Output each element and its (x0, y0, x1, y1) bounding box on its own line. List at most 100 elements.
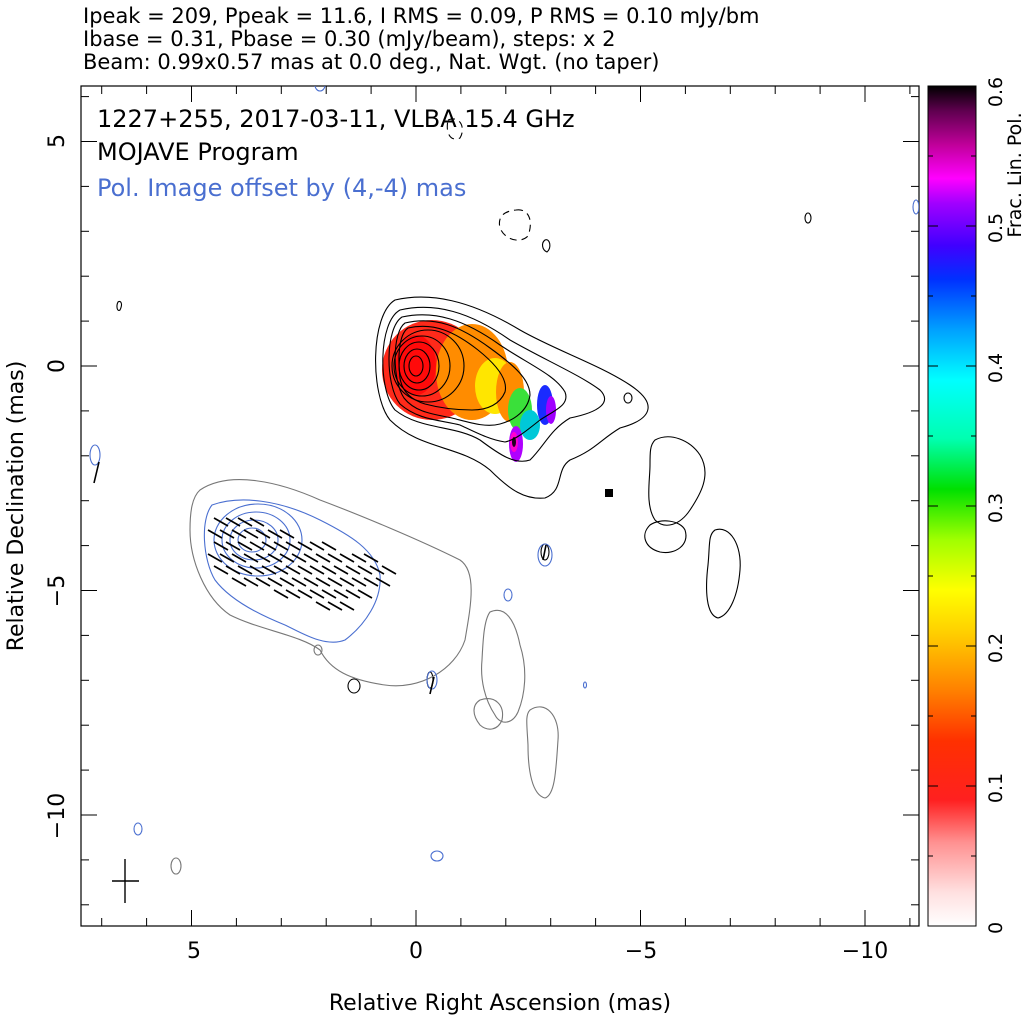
stokes-contour-blob-10 (347, 678, 361, 694)
plot-area (89, 86, 919, 903)
pol-total-contour-blob-3 (473, 698, 504, 730)
pol-region-cyan (520, 410, 540, 440)
evpa-vector (243, 577, 259, 587)
colorbar-tick-label-0.1: 0.1 (985, 773, 1007, 803)
colorbar-tick-label-0.4: 0.4 (985, 353, 1007, 383)
stokes-contour-blob-7 (542, 239, 551, 253)
evpa-vector (273, 589, 289, 599)
evpa-vector (351, 553, 367, 563)
evpa-vector (243, 529, 259, 539)
evpa-vector (357, 589, 373, 599)
evpa-vector (207, 529, 223, 539)
header-base-levels: Ibase = 0.31, Pbase = 0.30 (mJy/beam), s… (83, 27, 615, 51)
evpa-vector (261, 541, 277, 551)
evpa-vector (273, 541, 289, 551)
y-tick-label-neg5: −5 (45, 575, 70, 607)
evpa-vector (267, 529, 283, 539)
evpa-vector (255, 553, 271, 563)
evpa-vector (303, 553, 319, 563)
evpa-vector (327, 553, 343, 563)
evpa-vector (381, 565, 397, 575)
evpa-isolated-1 (93, 461, 100, 484)
colorbar-ticks (928, 85, 976, 927)
pol-total-contours (170, 479, 559, 875)
evpa-vector (327, 601, 343, 611)
stokes-contour-8 (398, 341, 440, 391)
evpa-vector (279, 553, 295, 563)
stokes-contour-blob-4 (623, 392, 633, 404)
evpa-vector (315, 553, 331, 563)
evpa-vector (375, 577, 391, 587)
stokes-contour-1 (375, 296, 649, 499)
evpa-vector (291, 577, 307, 587)
pol-contour-4 (229, 519, 279, 561)
pol-contour-blob-3 (503, 588, 513, 602)
pol-contour-blob-7 (582, 681, 588, 689)
evpa-vector (279, 529, 295, 539)
evpa-vector (213, 565, 229, 575)
stokes-contour-2 (382, 306, 606, 462)
evpa-vector (231, 553, 247, 563)
evpa-vector (321, 589, 337, 599)
colorbar-tick-label-0.2: 0.2 (985, 633, 1007, 663)
evpa-vector (309, 589, 325, 599)
evpa-vector (351, 577, 367, 587)
evpa-vector (345, 589, 361, 599)
evpa-vector (231, 577, 247, 587)
evpa-vector (231, 529, 247, 539)
evpa-vector (333, 589, 349, 599)
pol-total-contour-blob-1 (481, 609, 526, 723)
stokes-contour-7 (393, 335, 451, 397)
evpa-vector (237, 517, 253, 527)
plot-frame (80, 85, 920, 927)
evpa-vector (291, 553, 307, 563)
stokes-contour-4 (394, 320, 531, 426)
evpa-vector (285, 589, 301, 599)
evpa-vector (321, 565, 337, 575)
pol-contour-5 (237, 527, 267, 553)
pol-region-violet (546, 396, 556, 424)
header-beam-info: Beam: 0.99x0.57 mas at 0.0 deg., Nat. Wg… (83, 50, 659, 74)
evpa-vector (321, 541, 337, 551)
evpa-vector (363, 577, 379, 587)
evpa-vector (279, 577, 295, 587)
evpa-vector (207, 553, 223, 563)
evpa-vector (249, 517, 265, 527)
stokes-contour-blob-5 (804, 212, 812, 224)
evpa-vector (315, 577, 331, 587)
evpa-vector (219, 529, 235, 539)
colorbar-tick-label-0: 0 (985, 922, 1007, 934)
evpa-vector (255, 529, 271, 539)
evpa-isolated-2 (542, 544, 547, 561)
evpa-vector (273, 565, 289, 575)
x-tick-label-0: 0 (409, 939, 423, 964)
evpa-vector (225, 517, 241, 527)
evpa-vector (327, 577, 343, 587)
evpa-vector (315, 601, 331, 611)
pol-contour-blob-9 (314, 86, 326, 92)
evpa-vector (267, 553, 283, 563)
pol-region-core-red (396, 335, 436, 395)
evpa-vector (237, 541, 253, 551)
evpa-vector (303, 577, 319, 587)
stokes-contour-negative-1 (498, 209, 531, 241)
pol-contour-blob-8 (912, 199, 919, 215)
evpa-vector (297, 565, 313, 575)
pol-contour-3 (221, 511, 291, 569)
colorbar-tick-label-0.5: 0.5 (985, 213, 1007, 243)
evpa-vector (339, 577, 355, 587)
evpa-vector (339, 553, 355, 563)
stokes-contour-blob-1 (648, 436, 706, 526)
evpa-isolated-3 (429, 676, 435, 695)
stokes-contour-6 (391, 329, 465, 403)
axis-ticks (81, 86, 919, 926)
evpa-vector (363, 553, 379, 563)
pol-contour-blob-4 (426, 670, 438, 690)
pol-contour-blob-6 (133, 822, 143, 836)
header-peak-stats: Ipeak = 209, Ppeak = 11.6, I RMS = 0.09,… (83, 4, 760, 28)
evpa-vector (309, 565, 325, 575)
x-tick-label-neg5: −5 (625, 939, 657, 964)
evpa-vector (225, 541, 241, 551)
pol-contour-1 (203, 499, 381, 643)
position-marker (605, 489, 613, 497)
